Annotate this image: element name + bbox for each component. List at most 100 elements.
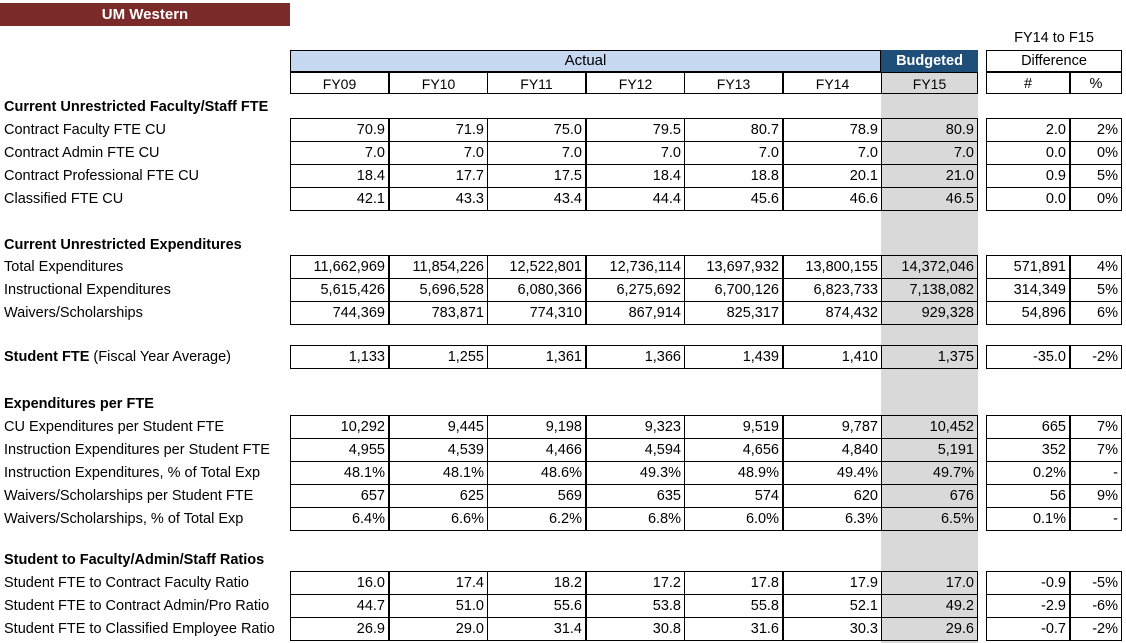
section-title: Current Unrestricted Expenditures [4,237,242,253]
value-cell-fy13: 4,656 [684,439,783,462]
value-cell-fy15: 7.0 [881,142,978,165]
value-cell-fy10: 17.4 [389,571,488,595]
value-cell-fy11: 1,361 [487,345,586,369]
value-cell-fy10: 17.7 [389,165,488,188]
row-label: Student FTE to Classified Employee Ratio [4,621,275,637]
difference-value-cell: 0.0 [986,188,1070,211]
difference-percent-cell: -5% [1070,571,1122,595]
value-cell-fy15: 676 [881,485,978,508]
value-cell-fy09: 42.1 [290,188,389,211]
value-cell-fy10: 9,445 [389,415,488,439]
value-cell-fy13: 13,697,932 [684,255,783,279]
value-cell-fy14: 13,800,155 [783,255,882,279]
value-cell-fy11: 12,522,801 [487,255,586,279]
row-label: Instruction Expenditures per Student FTE [4,442,270,458]
report-title: UM Western [0,3,290,26]
value-cell-fy13: 6.0% [684,508,783,531]
value-cell-fy10: 625 [389,485,488,508]
value-cell-fy10: 48.1% [389,462,488,485]
value-cell-fy11: 6,080,366 [487,279,586,302]
value-cell-fy15: 46.5 [881,188,978,211]
value-cell-fy12: 7.0 [586,142,685,165]
difference-value-cell: -0.7 [986,618,1070,641]
value-cell-fy12: 4,594 [586,439,685,462]
value-cell-fy14: 874,432 [783,302,882,325]
value-cell-fy09: 5,615,426 [290,279,389,302]
value-cell-fy15: 7,138,082 [881,279,978,302]
value-cell-fy09: 26.9 [290,618,389,641]
value-cell-fy15: 10,452 [881,415,978,439]
value-cell-fy12: 49.3% [586,462,685,485]
row-label: Student FTE to Contract Faculty Ratio [4,575,249,591]
value-cell-fy14: 46.6 [783,188,882,211]
value-cell-fy12: 6.8% [586,508,685,531]
row-label: Total Expenditures [4,259,124,275]
value-cell-fy12: 30.8 [586,618,685,641]
value-cell-fy12: 53.8 [586,595,685,618]
value-cell-fy13: 80.7 [684,118,783,142]
value-cell-fy09: 11,662,969 [290,255,389,279]
difference-value-cell: 0.1% [986,508,1070,531]
difference-percent-cell: -2% [1070,345,1122,369]
value-cell-fy12: 6,275,692 [586,279,685,302]
difference-percent-cell: 0% [1070,142,1122,165]
value-cell-fy15: 6.5% [881,508,978,531]
actual-header: Actual [290,50,881,72]
row-label: Instructional Expenditures [4,282,171,298]
value-cell-fy13: 825,317 [684,302,783,325]
value-cell-fy10: 1,255 [389,345,488,369]
value-cell-fy11: 6.2% [487,508,586,531]
value-cell-fy14: 6,823,733 [783,279,882,302]
row-label: Instruction Expenditures, % of Total Exp [4,465,261,481]
row-label: Waivers/Scholarships [4,305,143,321]
difference-value-cell: 0.0 [986,142,1070,165]
value-cell-fy14: 49.4% [783,462,882,485]
value-cell-fy11: 17.5 [487,165,586,188]
year-header-fy09: FY09 [290,72,389,94]
value-cell-fy14: 9,787 [783,415,882,439]
value-cell-fy13: 574 [684,485,783,508]
value-cell-fy14: 1,410 [783,345,882,369]
value-cell-fy10: 51.0 [389,595,488,618]
row-label-main: Student FTE [4,349,90,365]
difference-value-cell: 352 [986,439,1070,462]
value-cell-fy10: 11,854,226 [389,255,488,279]
value-cell-fy11: 18.2 [487,571,586,595]
value-cell-fy15: 21.0 [881,165,978,188]
difference-percent-cell: - [1070,462,1122,485]
value-cell-fy10: 5,696,528 [389,279,488,302]
row-label: Contract Admin FTE CU [4,145,160,161]
value-cell-fy13: 31.6 [684,618,783,641]
difference-value-cell: -35.0 [986,345,1070,369]
difference-value-cell: -2.9 [986,595,1070,618]
value-cell-fy12: 44.4 [586,188,685,211]
row-label: Student FTE (Fiscal Year Average) [4,346,231,368]
value-cell-fy09: 70.9 [290,118,389,142]
section-title: Current Unrestricted Faculty/Staff FTE [4,99,269,115]
difference-percent-cell: - [1070,508,1122,531]
difference-value-cell: 665 [986,415,1070,439]
difference-percent-cell: 9% [1070,485,1122,508]
value-cell-fy11: 7.0 [487,142,586,165]
value-cell-fy14: 620 [783,485,882,508]
year-header-fy15: FY15 [881,72,978,94]
difference-value-cell: 56 [986,485,1070,508]
value-cell-fy09: 7.0 [290,142,389,165]
value-cell-fy10: 43.3 [389,188,488,211]
value-cell-fy09: 744,369 [290,302,389,325]
value-cell-fy15: 80.9 [881,118,978,142]
value-cell-fy14: 52.1 [783,595,882,618]
difference-value-cell: -0.9 [986,571,1070,595]
value-cell-fy12: 1,366 [586,345,685,369]
row-label: Contract Professional FTE CU [4,168,200,184]
difference-percent-cell: 2% [1070,118,1122,142]
value-cell-fy13: 45.6 [684,188,783,211]
value-cell-fy15: 49.2 [881,595,978,618]
value-cell-fy12: 9,323 [586,415,685,439]
difference-period-label: FY14 to F15 [1014,30,1094,46]
value-cell-fy15: 49.7% [881,462,978,485]
row-label-suffix: (Fiscal Year Average) [89,349,231,365]
value-cell-fy09: 16.0 [290,571,389,595]
value-cell-fy12: 18.4 [586,165,685,188]
value-cell-fy10: 71.9 [389,118,488,142]
